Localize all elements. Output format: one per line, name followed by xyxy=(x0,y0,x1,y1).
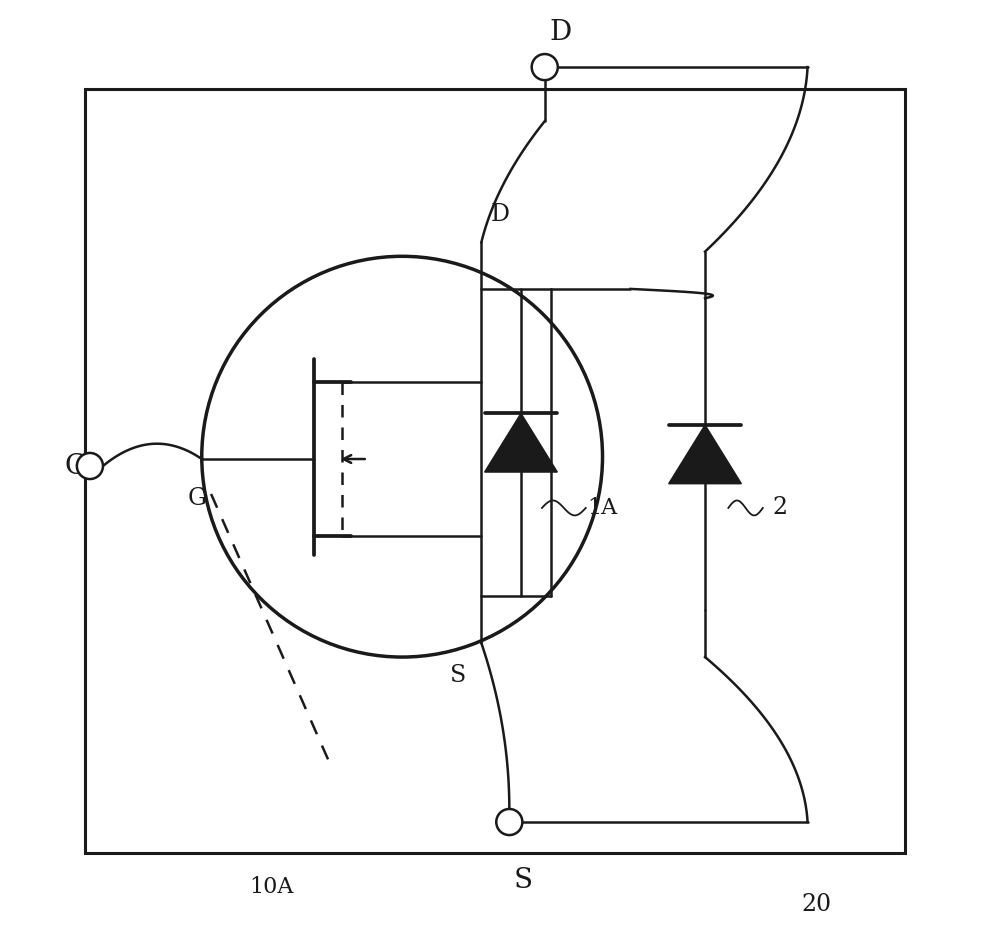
Circle shape xyxy=(532,54,558,80)
Text: 2: 2 xyxy=(772,497,787,519)
Text: 20: 20 xyxy=(802,893,832,915)
Circle shape xyxy=(77,453,103,479)
Text: G: G xyxy=(188,487,207,510)
Polygon shape xyxy=(669,425,741,484)
Bar xyxy=(85,89,905,853)
Circle shape xyxy=(496,809,522,835)
Text: S: S xyxy=(450,665,466,687)
Text: G: G xyxy=(65,453,87,479)
Text: D: D xyxy=(549,20,572,46)
Text: D: D xyxy=(490,203,510,226)
Text: S: S xyxy=(514,868,533,894)
Text: 1A: 1A xyxy=(587,497,618,519)
Polygon shape xyxy=(485,414,557,473)
Text: 10A: 10A xyxy=(249,876,294,898)
